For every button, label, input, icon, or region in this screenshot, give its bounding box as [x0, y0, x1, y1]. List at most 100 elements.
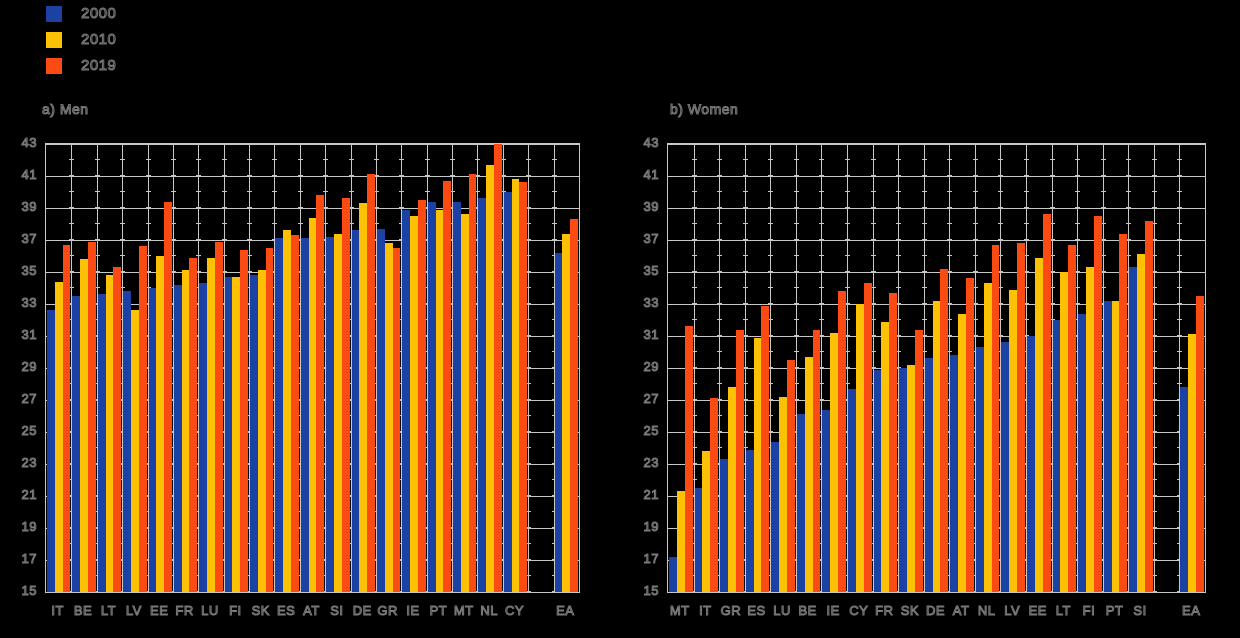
vertical-gridline: [373, 144, 379, 592]
y-tick-label: 17: [21, 551, 37, 567]
x-tick-label-FI: FI: [1082, 603, 1096, 619]
x-tick-label-IT: IT: [51, 603, 64, 619]
vertical-gridline: [845, 144, 850, 592]
bar-2010-LU: [779, 396, 787, 592]
plot-area-men: [45, 143, 580, 593]
vertical-gridline: [1126, 144, 1132, 592]
x-tick-label-BE: BE: [798, 603, 817, 619]
legend: 2000 2010 2019: [46, 5, 117, 74]
x-tick-label-SK: SK: [900, 603, 920, 619]
y-tick-label: 43: [643, 135, 659, 151]
bar-2019-AT: [965, 278, 974, 592]
bar-2019-LT: [1068, 244, 1077, 592]
vertical-gridline: [170, 144, 176, 592]
y-tick-label: 35: [21, 263, 37, 279]
bar-2000-PT: [427, 201, 436, 592]
bar-2010-MT: [460, 214, 469, 592]
y-tick-label: 43: [21, 135, 37, 151]
x-tick-label-LV: LV: [125, 603, 142, 619]
bar-2000-LV: [1001, 342, 1010, 592]
x-tick-label-LT: LT: [1055, 603, 1071, 619]
x-tick-label-SK: SK: [251, 603, 270, 619]
x-tick-label-DE: DE: [352, 603, 372, 619]
bar-2000-LU: [199, 283, 208, 592]
bar-2010-EE: [156, 256, 165, 592]
bar-2000-GR: [720, 459, 728, 592]
y-tick-label: 15: [643, 583, 659, 599]
x-tick-label-MT: MT: [669, 603, 690, 619]
vertical-gridline: [348, 144, 354, 592]
x-tick-label-ES: ES: [276, 603, 296, 619]
bar-2010-EA: [1188, 334, 1197, 592]
vertical-gridline: [896, 144, 902, 592]
bar-2000-EA: [554, 252, 563, 592]
y-tick-label: 27: [643, 391, 659, 407]
legend-item-2010: 2010: [46, 31, 117, 48]
x-tick-label-PT: PT: [1105, 603, 1124, 619]
vertical-gridline: [145, 144, 151, 592]
vertical-gridline: [793, 144, 799, 592]
legend-label-2000: 2000: [80, 5, 117, 22]
bar-2010-FI: [232, 276, 241, 592]
bar-2010-DE: [359, 203, 368, 592]
bar-2000-IT: [694, 488, 703, 592]
y-tick-label: 21: [643, 487, 659, 503]
x-tick-label-IT: IT: [699, 603, 712, 619]
y-tick-label: 37: [643, 231, 659, 247]
bar-2019-SK: [914, 329, 923, 592]
legend-label-2010: 2010: [80, 31, 117, 48]
vertical-gridline: [475, 144, 481, 592]
legend-item-2000: 2000: [46, 5, 117, 22]
x-tick-label-EE: EE: [150, 603, 169, 619]
bar-2000-MT: [669, 556, 677, 592]
bar-2010-LV: [130, 310, 139, 592]
vertical-gridline: [424, 144, 430, 592]
bar-2000-GR: [376, 228, 385, 592]
bar-2019-SI: [1144, 220, 1153, 592]
x-tick-label-AT: AT: [952, 603, 970, 619]
y-tick-label: 39: [643, 199, 659, 215]
y-tick-label: 19: [643, 519, 659, 535]
y-tick-label: 31: [21, 327, 37, 343]
bar-2019-BE: [87, 241, 96, 592]
x-tick-label-CY: CY: [849, 603, 869, 619]
bar-2019-DE: [367, 174, 375, 592]
bar-2000-SI: [326, 236, 334, 592]
vertical-gridline: [998, 144, 1004, 592]
bar-2000-FR: [873, 369, 882, 592]
bar-2010-GR: [384, 243, 393, 592]
bar-2019-FI: [1093, 216, 1102, 592]
bar-2000-ES: [745, 449, 754, 592]
y-tick-label: 19: [21, 519, 37, 535]
bar-2010-EE: [1034, 257, 1043, 592]
x-tick-label-GR: GR: [720, 603, 742, 619]
bar-2010-DE: [932, 300, 941, 592]
y-tick-label: 25: [21, 423, 37, 439]
legend-item-2019: 2019: [46, 57, 116, 74]
bar-2019-GR: [392, 248, 401, 592]
bar-2010-BE: [80, 259, 88, 592]
bar-2000-NL: [975, 347, 984, 592]
bar-2019-LU: [786, 360, 795, 592]
x-tick-label-LU: LU: [201, 603, 219, 619]
bar-2019-IT: [710, 398, 719, 592]
bar-2000-IT: [47, 310, 55, 592]
y-tick-label: 27: [21, 391, 37, 407]
y-tick-label: 25: [643, 423, 659, 439]
x-tick-label-GR: GR: [377, 603, 398, 619]
bar-2010-LV: [1009, 289, 1018, 592]
bar-2019-LT: [113, 267, 122, 592]
vertical-gridline: [717, 144, 723, 592]
bar-2019-ES: [291, 235, 299, 592]
plot-area-women: [667, 143, 1206, 593]
y-tick-label: 33: [643, 295, 659, 311]
x-tick-label-AT: AT: [303, 603, 320, 619]
bar-2010-PT: [1111, 300, 1120, 592]
bar-2019-ES: [761, 305, 770, 592]
bar-2010-CY: [855, 304, 864, 592]
bar-2010-MT: [676, 491, 685, 592]
bar-2019-SK: [265, 248, 274, 592]
bar-2000-MT: [453, 201, 461, 592]
bar-2019-EA: [570, 219, 578, 592]
